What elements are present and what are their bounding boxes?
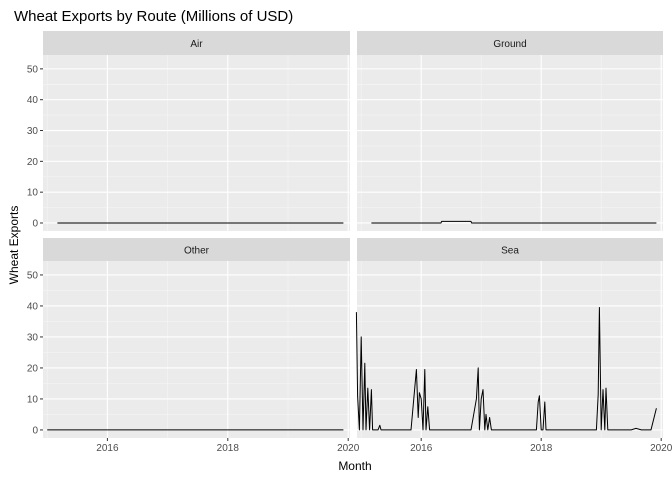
y-tick-label: 10: [27, 188, 39, 199]
series-line-ground: [371, 220, 657, 224]
facet-strip-label: Air: [190, 39, 203, 50]
panel-background: [357, 55, 663, 231]
y-tick-label: 50: [27, 64, 39, 75]
chart-title: Wheat Exports by Route (Millions of USD): [14, 8, 293, 25]
y-tick-label: 0: [32, 425, 38, 436]
panel-background: [357, 261, 663, 438]
facet-other: Other 0 10 20 30 40 50 2016 2018 2020: [27, 238, 360, 454]
y-tick-label: 40: [27, 95, 39, 106]
y-axis-title: Wheat Exports: [7, 206, 21, 285]
facet-strip: [357, 31, 663, 55]
facet-strip-label: Other: [184, 246, 210, 257]
y-tick-label: 40: [27, 301, 39, 312]
y-tick-label: 0: [32, 218, 38, 229]
panel-background: [43, 261, 350, 438]
facet-grid: Air 0 10 20 30 40 50 Ground Other 0 10 20 30 40 50 2016…: [27, 31, 672, 454]
x-tick-label: 2016: [410, 443, 433, 454]
y-tick-label: 10: [27, 394, 39, 405]
panel-background: [43, 55, 350, 231]
facet-strip: [43, 238, 350, 261]
x-tick-label: 2020: [650, 443, 672, 454]
y-tick-label: 20: [27, 363, 39, 374]
x-tick-label: 2018: [217, 443, 240, 454]
y-tick-label: 50: [27, 270, 39, 281]
facet-air: Air 0 10 20 30 40 50: [27, 31, 350, 231]
x-tick-label: 2016: [96, 443, 119, 454]
facet-strip: [43, 31, 350, 55]
y-tick-label: 30: [27, 126, 39, 137]
facet-sea: Sea 2016 2018 2020: [355, 238, 672, 454]
y-tick-label: 20: [27, 157, 39, 168]
series-line-sea: [355, 307, 657, 431]
y-tick-label: 30: [27, 332, 39, 343]
facet-strip: [357, 238, 663, 261]
facet-strip-label: Ground: [493, 39, 526, 50]
facet-strip-label: Sea: [501, 246, 519, 257]
x-tick-label: 2020: [337, 443, 360, 454]
x-tick-label: 2018: [530, 443, 553, 454]
x-axis-title: Month: [338, 459, 371, 473]
facet-ground: Ground: [357, 31, 663, 231]
